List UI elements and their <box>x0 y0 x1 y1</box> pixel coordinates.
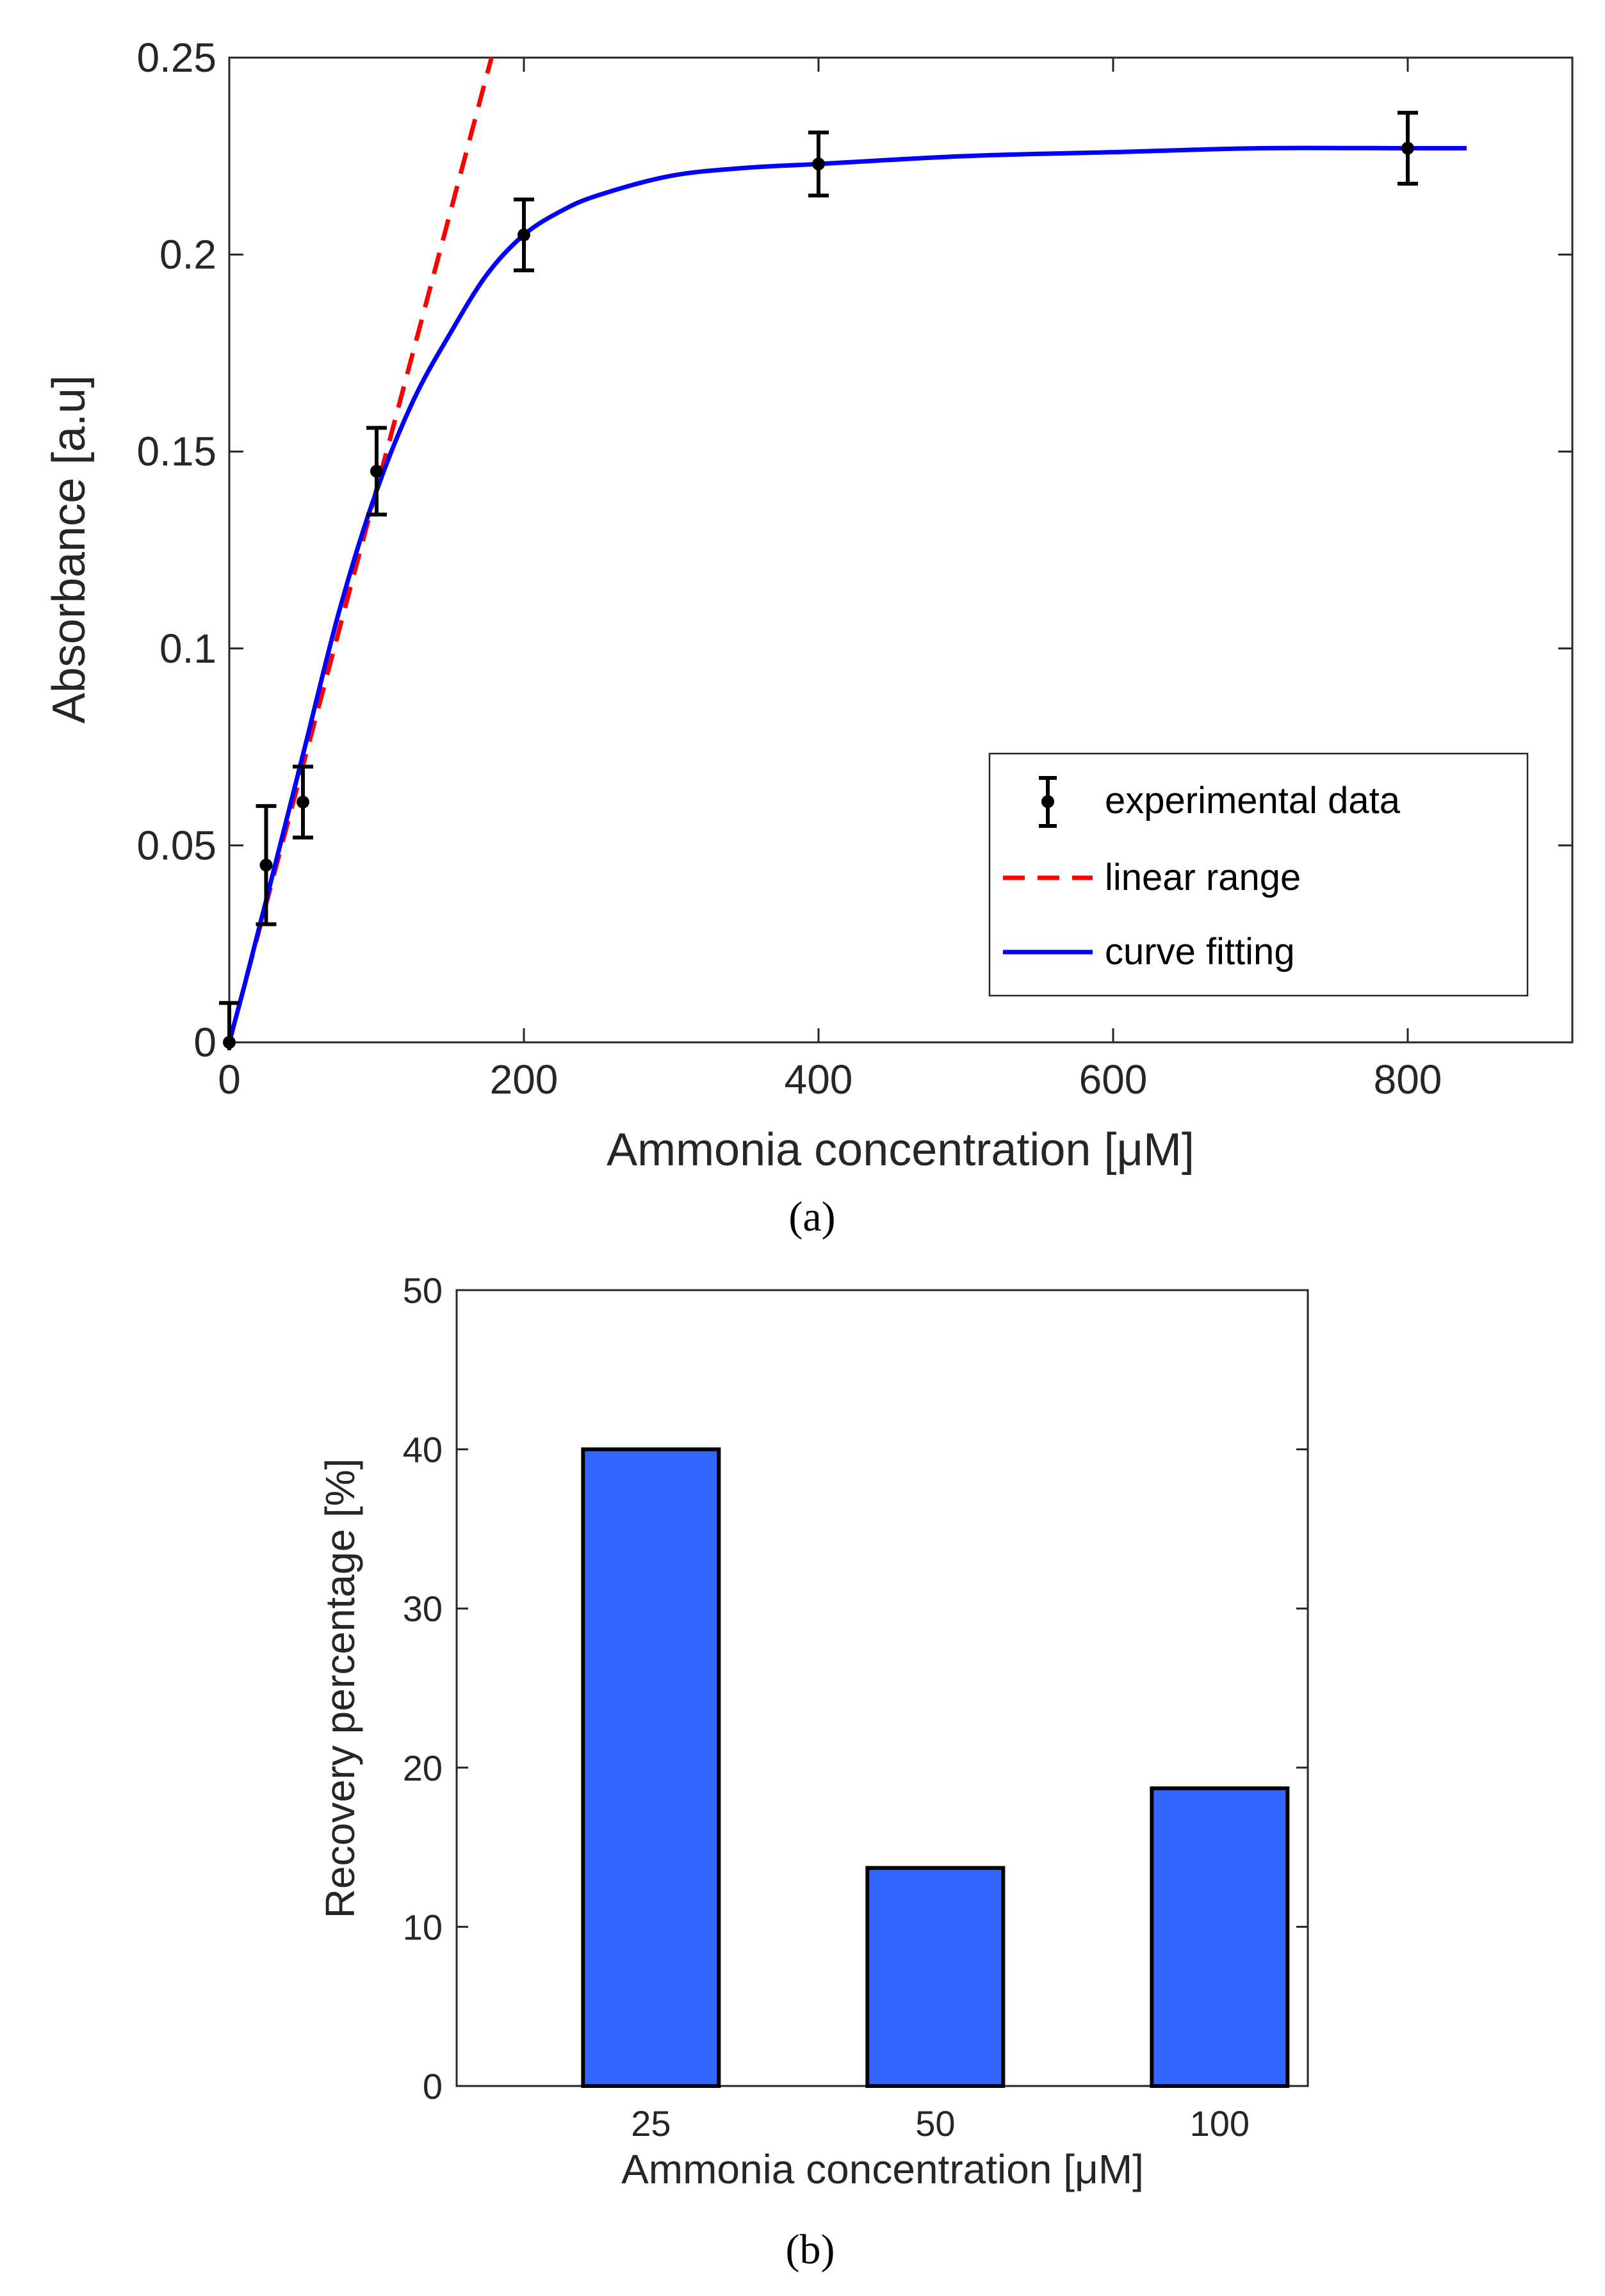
chart-a-ylabel: Absorbance [a.u] <box>44 375 95 724</box>
chart-a-ytick-label: 0.25 <box>136 35 216 81</box>
data-point-experimental <box>366 426 387 517</box>
chart-b-ytick-label: 50 <box>403 1270 443 1311</box>
data-marker <box>297 795 309 809</box>
chart-a-xtick-label: 600 <box>1079 1056 1148 1103</box>
chart-a-ytick-label: 0 <box>193 1019 216 1065</box>
chart-b-xtick-label: 25 <box>631 2103 671 2144</box>
chart-a-legend-box <box>988 752 1529 997</box>
data-point-experimental <box>219 1001 240 1051</box>
legend-label-linear-range: linear range <box>1105 857 1301 898</box>
chart-a: 0 200 400 600 800 0 0.05 0.1 0.15 0.2 0.25 experim… <box>44 35 1574 1240</box>
chart-b-ytick-label: 10 <box>403 1907 443 1947</box>
chart-b-xtick-label: 50 <box>915 2103 955 2144</box>
data-marker <box>223 1036 236 1049</box>
data-point-experimental <box>1397 111 1418 186</box>
chart-b-ytick-label: 0 <box>423 2066 443 2106</box>
chart-a-xtick-label: 400 <box>785 1056 853 1103</box>
legend-label-curve-fitting: curve fitting <box>1105 931 1295 973</box>
chart-b-ytick-label: 30 <box>403 1589 443 1629</box>
data-point-experimental <box>293 764 313 840</box>
chart-a-xlabel: Ammonia concentration [μM] <box>607 1124 1194 1176</box>
chart-b-ytick-label: 40 <box>403 1430 443 1470</box>
data-point-experimental <box>514 197 534 273</box>
chart-b: 0 10 20 30 40 50 25 50 100 Ammonia concentration… <box>317 1270 1309 2273</box>
bar-100 <box>1150 1786 1290 2088</box>
data-marker <box>517 228 530 241</box>
legend-label-experimental-data: experimental data <box>1105 780 1401 821</box>
bar-25 <box>581 1447 721 2089</box>
data-point-experimental <box>256 804 277 926</box>
chart-a-panel-label: (a) <box>788 1193 835 1240</box>
chart-a-legend: experimental data linear range curve fit… <box>988 752 1529 997</box>
chart-a-ytick-label: 0.2 <box>159 232 216 278</box>
data-marker <box>1401 141 1414 155</box>
chart-b-xtick-label: 100 <box>1190 2103 1250 2144</box>
chart-a-xtick-label: 200 <box>490 1056 558 1103</box>
chart-a-xtick-label: 800 <box>1374 1056 1442 1103</box>
data-marker <box>812 158 825 171</box>
series-linear-range <box>227 57 494 1043</box>
chart-a-xtick-label: 0 <box>218 1056 241 1103</box>
chart-b-panel-label: (b) <box>786 2226 835 2273</box>
chart-b-xlabel: Ammonia concentration [μM] <box>621 2146 1144 2192</box>
data-point-experimental <box>808 130 829 198</box>
chart-b-ylabel: Recovery percentage [%] <box>317 1459 363 1919</box>
bar-50 <box>865 1866 1006 2088</box>
data-marker <box>259 859 273 872</box>
legend-marker-experimental-data <box>1039 776 1057 828</box>
data-marker <box>370 464 383 478</box>
chart-a-ytick-label: 0.15 <box>136 428 216 474</box>
chart-a-ytick-label: 0.1 <box>159 626 216 672</box>
chart-b-ytick-label: 20 <box>403 1748 443 1788</box>
series-curve-fitting <box>227 145 1467 1043</box>
chart-a-ytick-label: 0.05 <box>136 822 216 868</box>
